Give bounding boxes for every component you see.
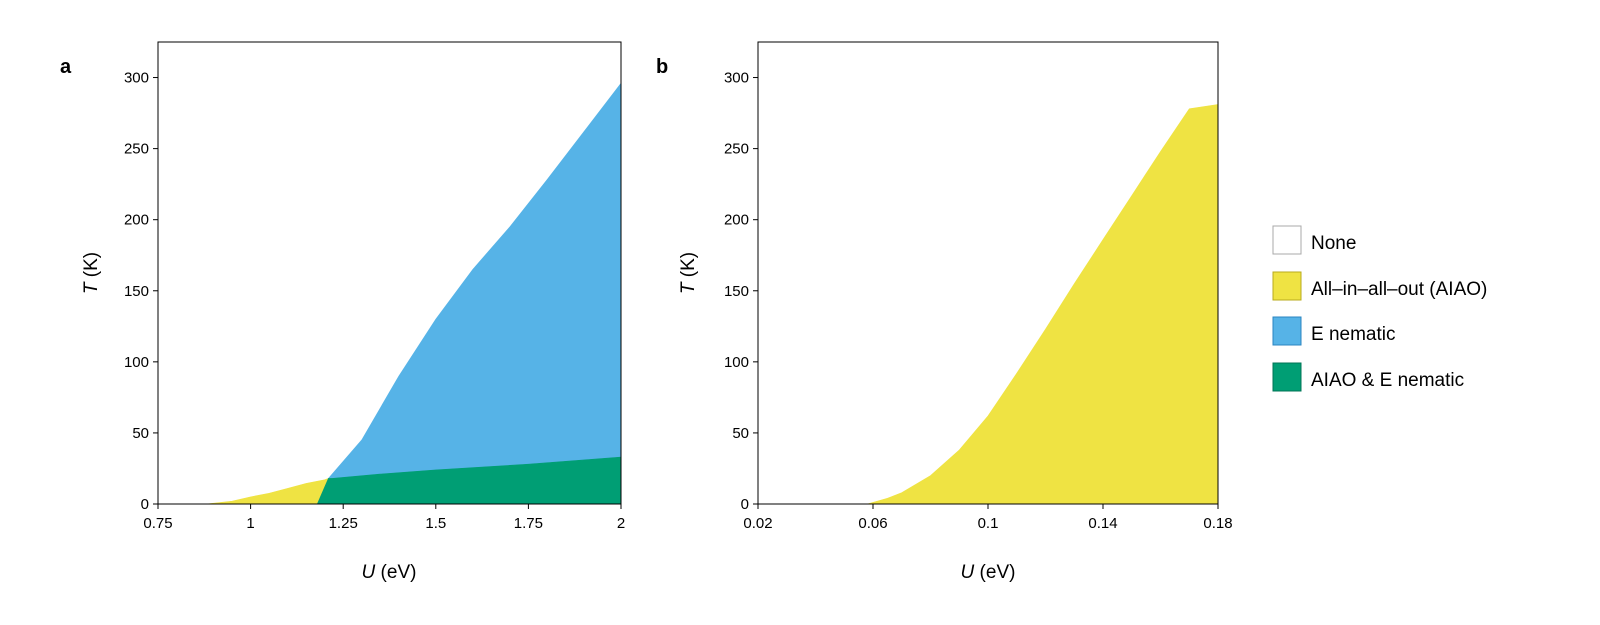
- panel-a-x-tick-label: 1.75: [514, 515, 543, 532]
- panel-a: a 0.75 1 1.25 1.5 1.75 2 0 50 100 150 200 250 300 U…: [60, 41, 625, 583]
- legend-swatch-none: [1272, 225, 1302, 255]
- legend-swatch-aiao-and-e-nematic: [1272, 362, 1302, 392]
- panel-b-x-axis-label: U (eV): [961, 562, 1016, 583]
- panel-a-x-tick-label: 1.5: [425, 515, 446, 532]
- panel-a-y-axis-label: T (K): [81, 252, 102, 294]
- panel-a-x-tick-label: 1.25: [329, 515, 358, 532]
- panel-b-x-tick-label: 0.18: [1203, 515, 1232, 532]
- panel-b-x-tick-label: 0.14: [1088, 515, 1117, 532]
- legend-item-aiao: All–in–all–out (AIAO): [1272, 271, 1487, 301]
- panel-a-y-tick-label: 0: [141, 496, 149, 513]
- panel-a-x-axis: 0.75 1 1.25 1.5 1.75 2: [143, 503, 625, 532]
- panel-a-y-tick-label: 100: [124, 354, 149, 371]
- panel-b-y-tick-label: 100: [724, 354, 749, 371]
- legend-label-none: None: [1311, 233, 1356, 254]
- panel-a-y-axis: 0 50 100 150 200 250 300: [124, 70, 158, 513]
- panel-a-x-tick-label: 2: [617, 515, 625, 532]
- panel-b-x-tick-label: 0.02: [743, 515, 772, 532]
- legend-item-aiao-and-e-nematic: AIAO & E nematic: [1272, 362, 1464, 392]
- panel-b-x-axis: 0.02 0.06 0.1 0.14 0.18: [743, 503, 1233, 532]
- panel-a-y-tick-label: 250: [124, 141, 149, 158]
- legend-swatch-aiao: [1272, 271, 1302, 301]
- panel-a-regions: [206, 82, 622, 505]
- legend-swatch-e-nematic: [1272, 316, 1302, 346]
- panel-a-y-tick-label: 200: [124, 212, 149, 229]
- panel-a-region-all-in-all-out-aiao: [206, 477, 329, 505]
- panel-b: b 0.02 0.06 0.1 0.14 0.18 0 50 100 150 200 250 300…: [656, 41, 1233, 583]
- panel-b-y-tick-label: 0: [741, 496, 749, 513]
- panel-a-label: a: [60, 56, 72, 78]
- panel-b-y-tick-label: 300: [724, 70, 749, 87]
- panel-a-x-axis-label: U (eV): [362, 562, 417, 583]
- panel-a-y-tick-label: 150: [124, 283, 149, 300]
- panel-a-region-e-nematic: [327, 82, 622, 479]
- panel-b-label: b: [656, 56, 668, 78]
- panel-b-y-tick-label: 150: [724, 283, 749, 300]
- panel-b-y-axis: 0 50 100 150 200 250 300: [724, 70, 758, 513]
- legend-item-none: None: [1272, 225, 1356, 255]
- panel-b-x-tick-label: 0.06: [858, 515, 887, 532]
- panel-a-x-tick-label: 0.75: [143, 515, 172, 532]
- panel-b-y-tick-label: 50: [732, 425, 749, 442]
- panel-b-regions: [867, 104, 1219, 505]
- panel-b-x-tick-label: 0.1: [978, 515, 999, 532]
- legend: None All–in–all–out (AIAO) E nematic AIA…: [1272, 225, 1487, 392]
- legend-item-e-nematic: E nematic: [1272, 316, 1395, 346]
- panel-b-y-tick-label: 250: [724, 141, 749, 158]
- panel-a-y-tick-label: 50: [132, 425, 149, 442]
- panel-b-y-tick-label: 200: [724, 212, 749, 229]
- panel-a-y-tick-label: 300: [124, 70, 149, 87]
- legend-label-aiao-and-e-nematic: AIAO & E nematic: [1311, 370, 1464, 391]
- legend-label-e-nematic: E nematic: [1311, 324, 1395, 345]
- panel-b-y-axis-label: T (K): [678, 252, 699, 294]
- legend-label-aiao: All–in–all–out (AIAO): [1311, 279, 1487, 300]
- panel-a-x-tick-label: 1: [246, 515, 254, 532]
- panel-b-region-all-in-all-out-aiao: [867, 104, 1219, 505]
